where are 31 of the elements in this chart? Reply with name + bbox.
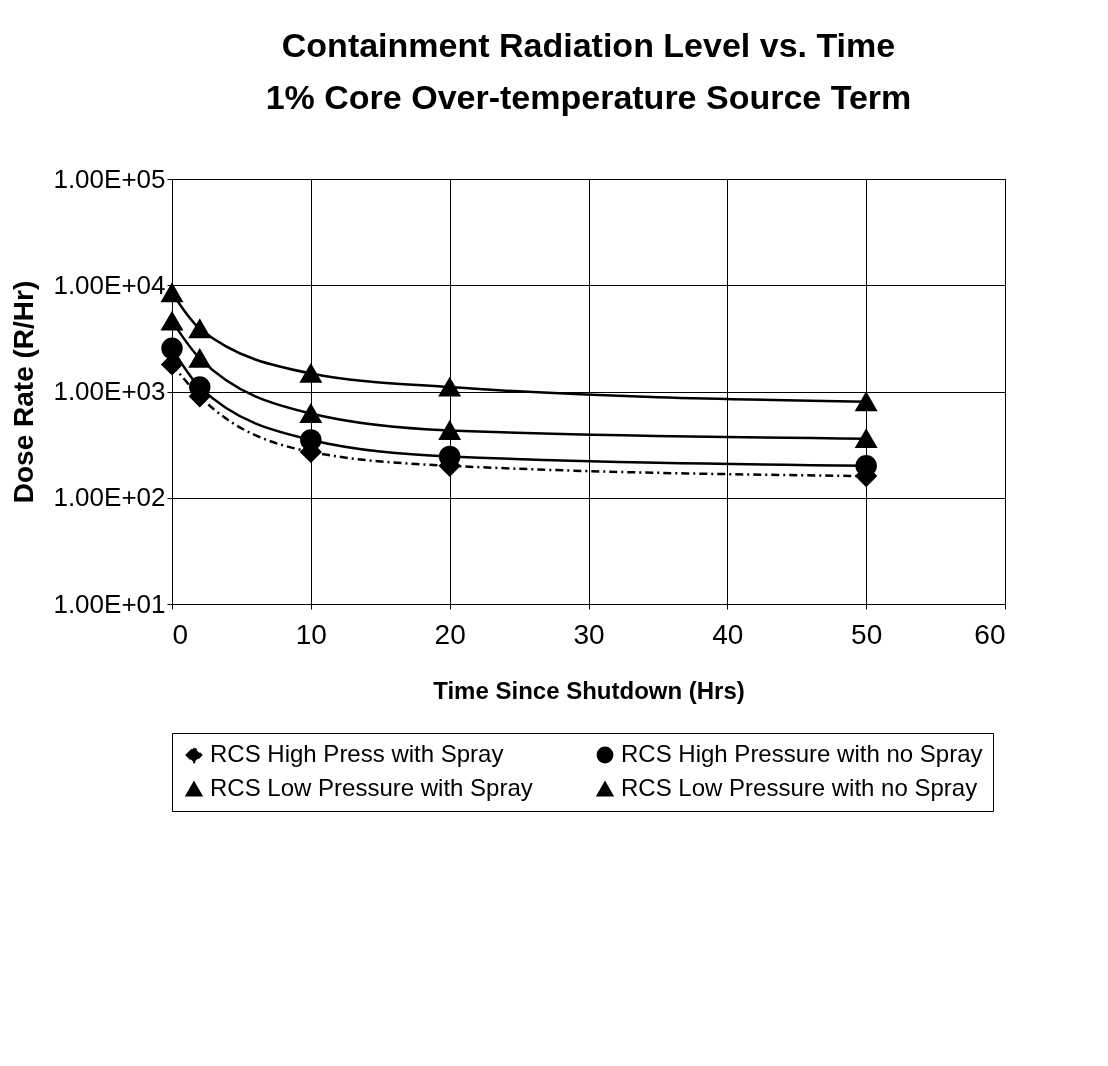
point xyxy=(300,404,322,423)
legend-label: RCS High Pressure with no Spray xyxy=(621,740,983,767)
x-tick-label: 20 xyxy=(434,618,466,650)
chart-title: Containment Radiation Level vs. Time xyxy=(281,26,896,64)
x-axis-title: Time Since Shutdown (Hrs) xyxy=(433,676,745,704)
y-tick-label: 1.00E+05 xyxy=(53,163,166,194)
x-tick-label: 10 xyxy=(295,618,327,650)
point xyxy=(300,429,322,451)
y-tick-label: 1.00E+01 xyxy=(53,588,166,619)
point xyxy=(161,337,183,360)
y-tick-label: 1.00E+02 xyxy=(53,482,166,513)
point xyxy=(855,392,877,412)
point xyxy=(300,363,322,383)
x-tick-label: 50 xyxy=(851,618,883,650)
y-tick-label: 1.00E+04 xyxy=(53,269,166,300)
x-tick-label: 40 xyxy=(712,618,744,650)
x-tick-label: 0 xyxy=(172,618,189,650)
legend-label: RCS High Press with Spray xyxy=(210,740,504,767)
x-tick-label: 30 xyxy=(573,618,605,650)
y-axis-title: Dose Rate (R/Hr) xyxy=(8,280,40,504)
point xyxy=(438,421,461,440)
legend-label: RCS Low Pressure with Spray xyxy=(210,774,533,801)
x-tick-label: 60 xyxy=(974,618,1006,650)
point xyxy=(438,377,461,397)
legend-label: RCS Low Pressure with no Spray xyxy=(621,774,978,801)
point xyxy=(189,348,211,368)
point xyxy=(189,319,211,339)
point xyxy=(855,429,877,449)
chart-subtitle: 1% Core Over-temperature Source Term xyxy=(265,78,912,116)
point xyxy=(161,311,183,331)
y-tick-label: 1.00E+03 xyxy=(53,376,166,406)
